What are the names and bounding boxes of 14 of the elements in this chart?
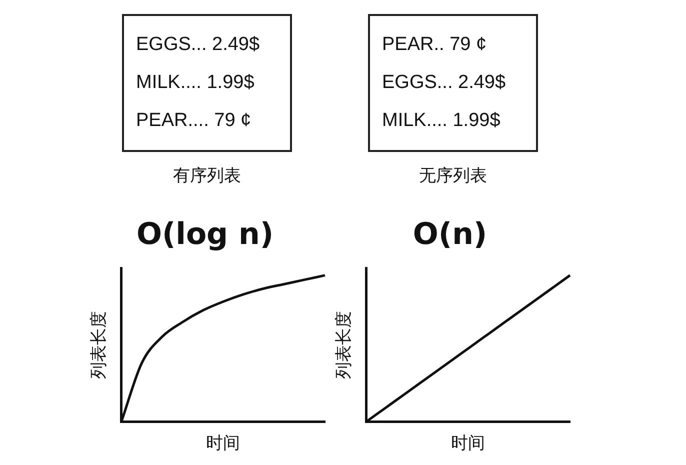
text: PEAR.. 79 ¢ xyxy=(382,33,488,57)
text: PEAR.... 79 ¢ xyxy=(136,109,252,133)
x-axis-title: 时间 xyxy=(451,433,486,452)
text: MILK.... 1.99$ xyxy=(136,71,256,95)
x-axis-title: 时间 xyxy=(206,433,240,452)
chart-title: O(log n) xyxy=(136,216,274,252)
chart-title: O(n) xyxy=(412,216,488,252)
text: EGGS... 2.49$ xyxy=(382,71,507,95)
y-axis-title: 列表长度 xyxy=(88,310,108,379)
text: 无序列表 xyxy=(418,165,488,187)
text: 有序列表 xyxy=(172,165,242,187)
text: MILK.... 1.99$ xyxy=(382,109,502,133)
y-axis-title: 列表长度 xyxy=(334,310,353,379)
text: EGGS... 2.49$ xyxy=(136,33,261,57)
